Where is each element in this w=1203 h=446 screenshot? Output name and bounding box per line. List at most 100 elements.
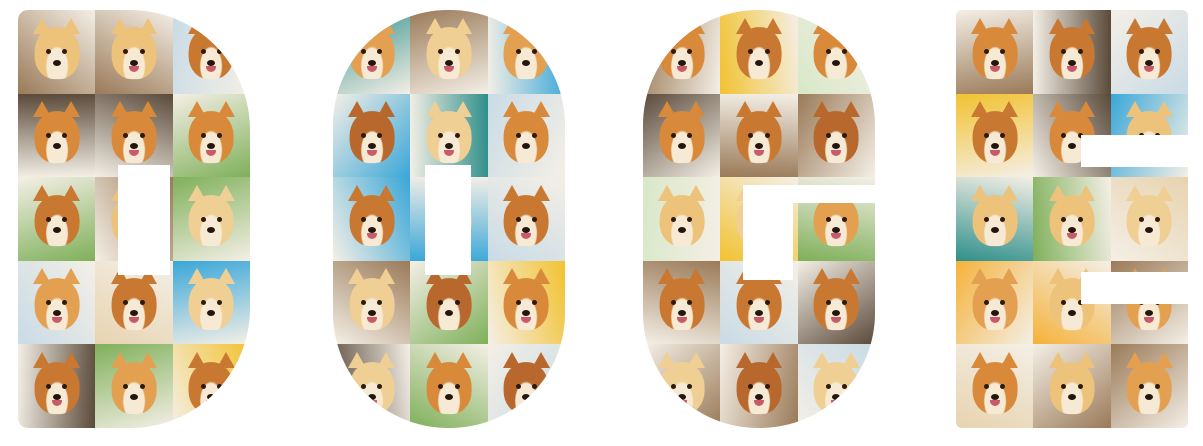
dog-ear: [62, 184, 81, 201]
dog-tongue: [51, 400, 62, 407]
dog-ear: [658, 268, 677, 285]
dog-ear: [971, 351, 990, 368]
dog-ear: [454, 101, 473, 118]
dog-tongue: [206, 400, 217, 407]
dog-eye: [216, 132, 222, 138]
dog-eye: [377, 216, 383, 222]
shiba-photo-tile: [956, 344, 1034, 428]
dog-tongue: [753, 400, 764, 407]
dog-nose: [832, 310, 841, 317]
dog-eye: [748, 132, 754, 138]
dog-nose: [990, 394, 999, 401]
dog-ear: [735, 101, 754, 118]
dog-eye: [216, 216, 222, 222]
shiba-photo-tile: [333, 344, 411, 428]
dog-ear: [735, 17, 754, 34]
dog-eye: [1154, 216, 1160, 222]
dog-ear: [1125, 351, 1144, 368]
dog-nose: [129, 394, 138, 401]
shiba-photo-tile: [797, 344, 875, 428]
dog-ear: [841, 268, 860, 285]
shiba-photo-tile: [333, 260, 411, 345]
dog-eye: [1138, 383, 1144, 389]
dog-ear: [187, 101, 206, 118]
dog-tongue: [1144, 65, 1155, 72]
shiba-photo-tile: [956, 260, 1034, 345]
dog-face: [1126, 194, 1172, 247]
dog-nose: [1067, 394, 1076, 401]
dog-face: [736, 27, 782, 80]
dog-ear: [971, 101, 990, 118]
shiba-photo-tile: [410, 10, 488, 94]
dog-ear: [1077, 17, 1096, 34]
dog-face: [503, 111, 549, 163]
shiba-photo-tile: [956, 10, 1034, 94]
shiba-photo-tile: [172, 177, 250, 261]
shiba-photo-tile: [410, 344, 488, 428]
dog-nose: [677, 394, 686, 401]
dog-eye: [671, 383, 677, 389]
dog-face: [34, 194, 80, 247]
dog-ear: [1048, 268, 1067, 285]
dog-ear: [1125, 184, 1144, 201]
dog-eye: [454, 49, 460, 55]
dog-nose: [444, 310, 453, 317]
shiba-photo-tile: [95, 93, 173, 178]
dog-eye: [984, 383, 990, 389]
shiba-photo-tile: [487, 344, 565, 428]
dog-nose: [522, 59, 531, 66]
dog-tongue: [366, 233, 377, 240]
dog-eye: [361, 300, 367, 306]
dog-eye: [62, 383, 68, 389]
dog-ear: [812, 268, 831, 285]
dog-ear: [377, 101, 396, 118]
dog-eye: [764, 132, 770, 138]
shiba-photo-tile: [95, 344, 173, 428]
dog-eye: [1061, 300, 1067, 306]
shiba-photo-tile: [18, 10, 96, 94]
dog-eye: [46, 383, 52, 389]
dog-tongue: [366, 316, 377, 323]
dog-ear: [658, 17, 677, 34]
dog-nose: [444, 394, 453, 401]
dog-eye: [1077, 383, 1083, 389]
dog-nose: [207, 394, 216, 401]
dog-ear: [502, 268, 521, 285]
dog-face: [111, 361, 157, 414]
dog-face: [188, 194, 234, 247]
dog-ear: [812, 101, 831, 118]
dog-ear: [425, 17, 444, 34]
dog-tongue: [676, 316, 687, 323]
dog-ear: [454, 17, 473, 34]
dog-eye: [687, 300, 693, 306]
dog-eye: [687, 49, 693, 55]
dog-face: [503, 361, 549, 414]
dog-ear: [531, 17, 550, 34]
dog-face: [426, 361, 472, 414]
dog-eye: [377, 49, 383, 55]
dog-nose: [1067, 310, 1076, 317]
shiba-photo-tile: [643, 344, 721, 428]
dog-eye: [687, 216, 693, 222]
dog-eye: [1061, 49, 1067, 55]
dog-eye: [46, 132, 52, 138]
shiba-photo-tile: [1110, 344, 1188, 428]
dog-nose: [990, 310, 999, 317]
dog-ear: [187, 268, 206, 285]
dog-nose: [52, 310, 61, 317]
dog-ear: [139, 17, 158, 34]
shiba-photo-tile: [643, 93, 721, 178]
dog-face: [188, 278, 234, 331]
dog-ear: [687, 268, 706, 285]
dog-ear: [1125, 17, 1144, 34]
dog-ear: [1154, 101, 1173, 118]
dog-ear: [841, 101, 860, 118]
dog-eye: [377, 132, 383, 138]
dog-eye: [531, 300, 537, 306]
shiba-photo-tile: [956, 177, 1034, 261]
dog-eye: [200, 132, 206, 138]
dog-nose: [522, 394, 531, 401]
dog-eye: [200, 300, 206, 306]
dog-nose: [367, 143, 376, 150]
